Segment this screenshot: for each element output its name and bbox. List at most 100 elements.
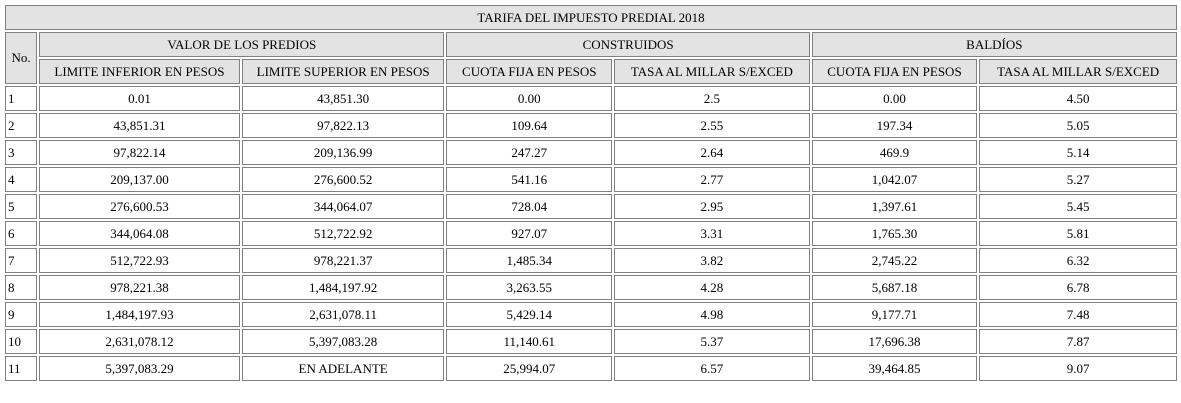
table-wrapper: TARIFA DEL IMPUESTO PREDIAL 2018 No. VALOR…	[3, 3, 1179, 383]
table-cell: 541.16	[446, 167, 613, 192]
row-number: 8	[5, 275, 38, 300]
table-cell: 978,221.38	[39, 275, 240, 300]
table-cell: 7.48	[979, 302, 1177, 327]
table-cell: 2,745.22	[811, 248, 978, 273]
table-cell: 43,851.31	[39, 113, 240, 138]
table-cell: 97,822.13	[241, 113, 445, 138]
group-header: VALOR DE LOS PREDIOS	[39, 32, 445, 57]
table-cell: 25,994.07	[446, 356, 613, 381]
table-title: TARIFA DEL IMPUESTO PREDIAL 2018	[5, 5, 1177, 30]
table-cell: 1,484,197.92	[241, 275, 445, 300]
table-cell: 5.37	[614, 329, 810, 354]
table-cell: 109.64	[446, 113, 613, 138]
row-number: 3	[5, 140, 38, 165]
column-header: TASA AL MILLAR S/EXCED	[979, 59, 1177, 84]
table-cell: 978,221.37	[241, 248, 445, 273]
table-cell: 728.04	[446, 194, 613, 219]
table-cell: 469.9	[811, 140, 978, 165]
table-cell: 247.27	[446, 140, 613, 165]
column-header: LIMITE SUPERIOR EN PESOS	[241, 59, 445, 84]
table-cell: 3.82	[614, 248, 810, 273]
table-cell: 0.00	[446, 86, 613, 111]
row-number: 2	[5, 113, 38, 138]
table-cell: 6.78	[979, 275, 1177, 300]
table-cell: 3.31	[614, 221, 810, 246]
table-cell: 5.05	[979, 113, 1177, 138]
table-cell: 9.07	[979, 356, 1177, 381]
row-number: 11	[5, 356, 38, 381]
row-number: 7	[5, 248, 38, 273]
table-cell: 3,263.55	[446, 275, 613, 300]
row-number: 4	[5, 167, 38, 192]
table-cell: 5.45	[979, 194, 1177, 219]
table-cell: 344,064.07	[241, 194, 445, 219]
table-cell: 2.64	[614, 140, 810, 165]
table-cell: EN ADELANTE	[241, 356, 445, 381]
table-cell: 209,137.00	[39, 167, 240, 192]
data-row: 10 2,631,078.12 5,397,083.28 11,140.61 5.37 1…	[5, 329, 1177, 354]
table-cell: 276,600.52	[241, 167, 445, 192]
table-cell: 1,397.61	[811, 194, 978, 219]
table-cell: 2.77	[614, 167, 810, 192]
table-cell: 5.27	[979, 167, 1177, 192]
table-cell: 2.55	[614, 113, 810, 138]
table-cell: 197.34	[811, 113, 978, 138]
table-cell: 4.50	[979, 86, 1177, 111]
table-cell: 4.98	[614, 302, 810, 327]
group-header: BALDÍOS	[811, 32, 1177, 57]
table-cell: 0.00	[811, 86, 978, 111]
table-cell: 6.57	[614, 356, 810, 381]
table-cell: 5,429.14	[446, 302, 613, 327]
row-number: 5	[5, 194, 38, 219]
row-number: 6	[5, 221, 38, 246]
table-cell: 512,722.93	[39, 248, 240, 273]
table-cell: 1,042.07	[811, 167, 978, 192]
table-cell: 9,177.71	[811, 302, 978, 327]
row-number: 9	[5, 302, 38, 327]
table-cell: 2,631,078.12	[39, 329, 240, 354]
row-number: 10	[5, 329, 38, 354]
data-row: 2 43,851.31 97,822.13 109.64 2.55 197.34 5.05	[5, 113, 1177, 138]
data-row: 1 0.01 43,851.30 0.00 2.5 0.00 4.50	[5, 86, 1177, 111]
tariff-table: TARIFA DEL IMPUESTO PREDIAL 2018 No. VALOR…	[3, 3, 1179, 383]
table-cell: 5,687.18	[811, 275, 978, 300]
table-cell: 6.32	[979, 248, 1177, 273]
column-header-row: LIMITE INFERIOR EN PESOS LIMITE SUPERIOR …	[5, 59, 1177, 84]
table-cell: 43,851.30	[241, 86, 445, 111]
table-cell: 7.87	[979, 329, 1177, 354]
table-cell: 4.28	[614, 275, 810, 300]
data-row: 6 344,064.08 512,722.92 927.07 3.31 1,765.30 5…	[5, 221, 1177, 246]
table-cell: 512,722.92	[241, 221, 445, 246]
data-row: 7 512,722.93 978,221.37 1,485.34 3.82 2,745.2…	[5, 248, 1177, 273]
data-row: 3 97,822.14 209,136.99 247.27 2.64 469.9 5.14	[5, 140, 1177, 165]
group-header: CONSTRUIDOS	[446, 32, 810, 57]
table-cell: 5,397,083.28	[241, 329, 445, 354]
column-header: LIMITE INFERIOR EN PESOS	[39, 59, 240, 84]
table-cell: 2.5	[614, 86, 810, 111]
title-row: TARIFA DEL IMPUESTO PREDIAL 2018	[5, 5, 1177, 30]
table-cell: 0.01	[39, 86, 240, 111]
table-cell: 5,397,083.29	[39, 356, 240, 381]
table-cell: 11,140.61	[446, 329, 613, 354]
table-cell: 39,464.85	[811, 356, 978, 381]
group-header-row: No. VALOR DE LOS PREDIOS CONSTRUIDOS BALDÍO…	[5, 32, 1177, 84]
table-cell: 5.14	[979, 140, 1177, 165]
row-number: 1	[5, 86, 38, 111]
column-header: CUOTA FIJA EN PESOS	[811, 59, 978, 84]
data-row: 5 276,600.53 344,064.07 728.04 2.95 1,397.61 5…	[5, 194, 1177, 219]
table-cell: 97,822.14	[39, 140, 240, 165]
table-cell: 1,485.34	[446, 248, 613, 273]
table-cell: 2,631,078.11	[241, 302, 445, 327]
table-cell: 5.81	[979, 221, 1177, 246]
table-cell: 927.07	[446, 221, 613, 246]
data-row: 8 978,221.38 1,484,197.92 3,263.55 4.28 5,687…	[5, 275, 1177, 300]
data-row: 11 5,397,083.29 EN ADELANTE 25,994.07 6.57 39…	[5, 356, 1177, 381]
data-row: 4 209,137.00 276,600.52 541.16 2.77 1,042.07 5…	[5, 167, 1177, 192]
table-cell: 276,600.53	[39, 194, 240, 219]
column-header: TASA AL MILLAR S/EXCED	[614, 59, 810, 84]
table-cell: 1,765.30	[811, 221, 978, 246]
table-cell: 17,696.38	[811, 329, 978, 354]
table-cell: 344,064.08	[39, 221, 240, 246]
data-row: 9 1,484,197.93 2,631,078.11 5,429.14 4.98 9,1…	[5, 302, 1177, 327]
